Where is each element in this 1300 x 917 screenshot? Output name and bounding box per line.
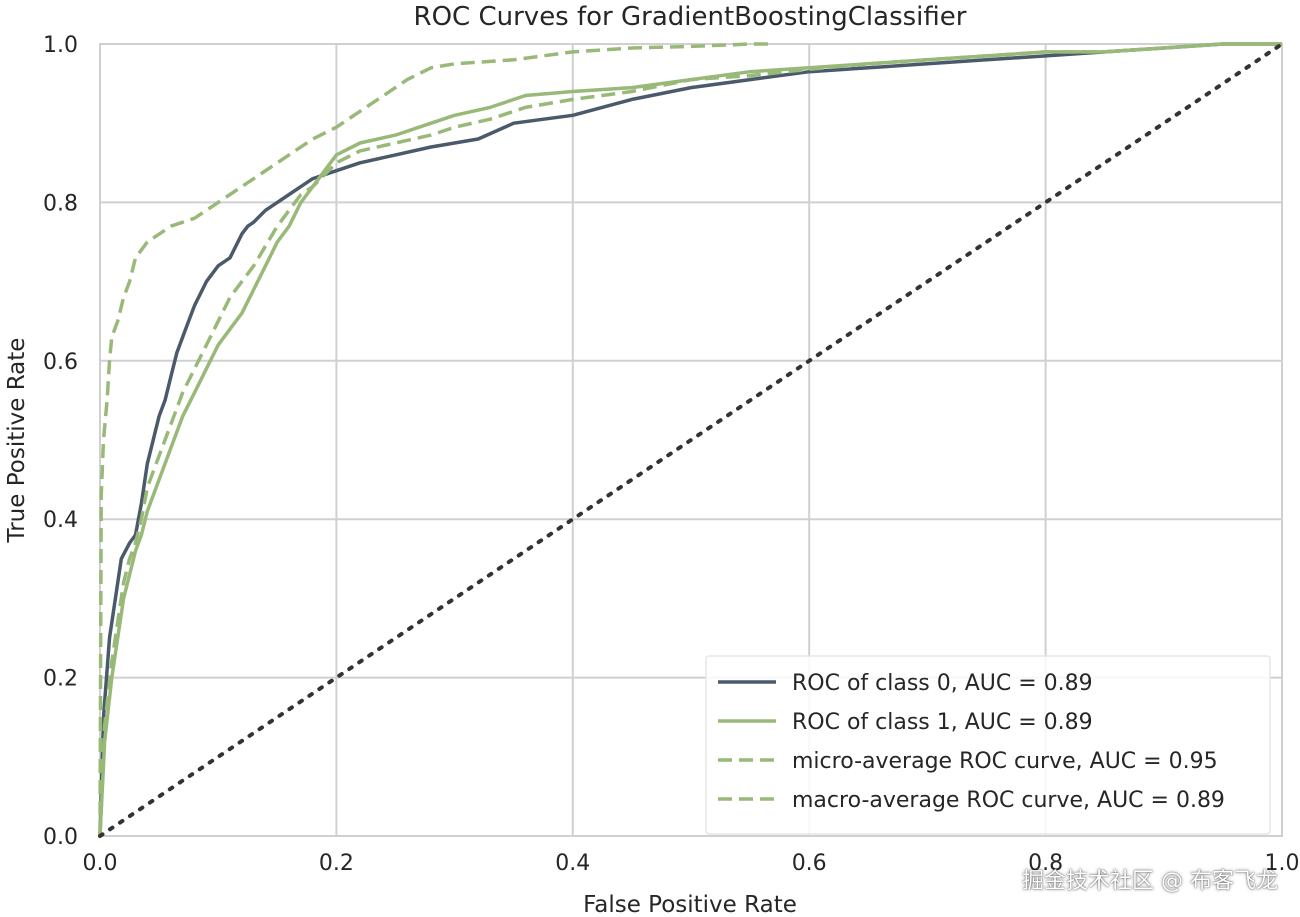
x-axis-label: False Positive Rate [583,892,797,917]
x-tick-labels: 0.0 0.2 0.4 0.6 0.8 1.0 [83,851,1300,876]
legend: ROC of class 0, AUC = 0.89 ROC of class 1… [705,655,1271,835]
legend-label: ROC of class 1, AUC = 0.89 [792,710,1093,735]
series-line-3 [98,42,1282,837]
y-tick-label: 1.0 [43,33,78,58]
series-line-2 [98,42,774,837]
watermark: 掘金技术社区 @ 布客飞龙 [1022,869,1278,894]
series-line-0 [98,42,1282,837]
x-tick-label: 0.6 [792,851,827,876]
legend-label: macro-average ROC curve, AUC = 0.89 [792,788,1225,813]
series-layer [98,42,1284,838]
y-tick-label: 0.0 [43,825,78,850]
x-tick-label: 0.8 [1028,851,1063,876]
plot-frame [99,43,1283,837]
y-axis-label: True Positive Rate [4,338,30,544]
y-tick-label: 0.8 [43,191,78,216]
x-tick-label: 0.0 [83,851,118,876]
legend-label: micro-average ROC curve, AUC = 0.95 [792,749,1218,774]
chart-title: ROC Curves for GradientBoostingClassifie… [414,2,967,32]
y-tick-label: 0.6 [43,350,78,375]
legend-label: ROC of class 0, AUC = 0.89 [792,671,1093,696]
y-tick-labels: 0.0 0.2 0.4 0.6 0.8 1.0 [43,33,78,850]
series-line-4 [98,42,1284,838]
x-tick-label: 0.2 [319,851,354,876]
x-tick-label: 1.0 [1265,851,1300,876]
y-tick-label: 0.2 [43,667,78,692]
x-tick-label: 0.4 [555,851,590,876]
legend-box [705,655,1271,835]
y-tick-label: 0.4 [43,508,78,533]
